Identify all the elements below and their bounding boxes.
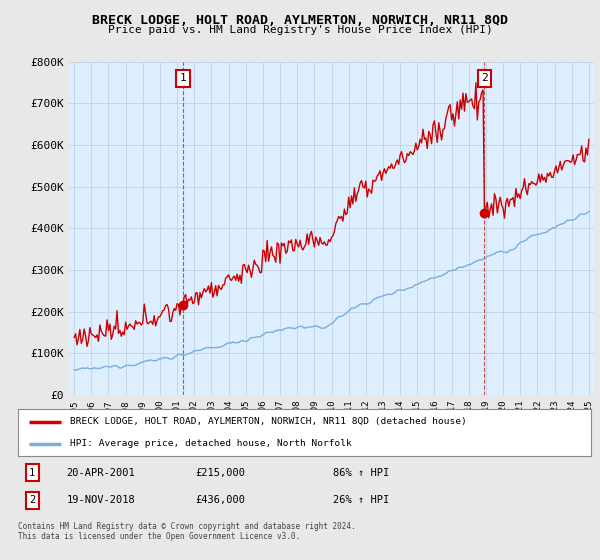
Text: HPI: Average price, detached house, North Norfolk: HPI: Average price, detached house, Nort… (70, 439, 352, 448)
Text: 19-NOV-2018: 19-NOV-2018 (67, 496, 136, 505)
Text: BRECK LODGE, HOLT ROAD, AYLMERTON, NORWICH, NR11 8QD: BRECK LODGE, HOLT ROAD, AYLMERTON, NORWI… (92, 14, 508, 27)
Text: Price paid vs. HM Land Registry's House Price Index (HPI): Price paid vs. HM Land Registry's House … (107, 25, 493, 35)
Text: Contains HM Land Registry data © Crown copyright and database right 2024.
This d: Contains HM Land Registry data © Crown c… (18, 522, 356, 542)
Text: 86% ↑ HPI: 86% ↑ HPI (333, 468, 389, 478)
Text: £436,000: £436,000 (196, 496, 245, 505)
Text: 26% ↑ HPI: 26% ↑ HPI (333, 496, 389, 505)
Text: 2: 2 (29, 496, 35, 505)
Text: BRECK LODGE, HOLT ROAD, AYLMERTON, NORWICH, NR11 8QD (detached house): BRECK LODGE, HOLT ROAD, AYLMERTON, NORWI… (70, 417, 466, 426)
Text: 20-APR-2001: 20-APR-2001 (67, 468, 136, 478)
Text: 2: 2 (481, 73, 488, 83)
Text: 1: 1 (179, 73, 186, 83)
Text: £215,000: £215,000 (196, 468, 245, 478)
Text: 1: 1 (29, 468, 35, 478)
